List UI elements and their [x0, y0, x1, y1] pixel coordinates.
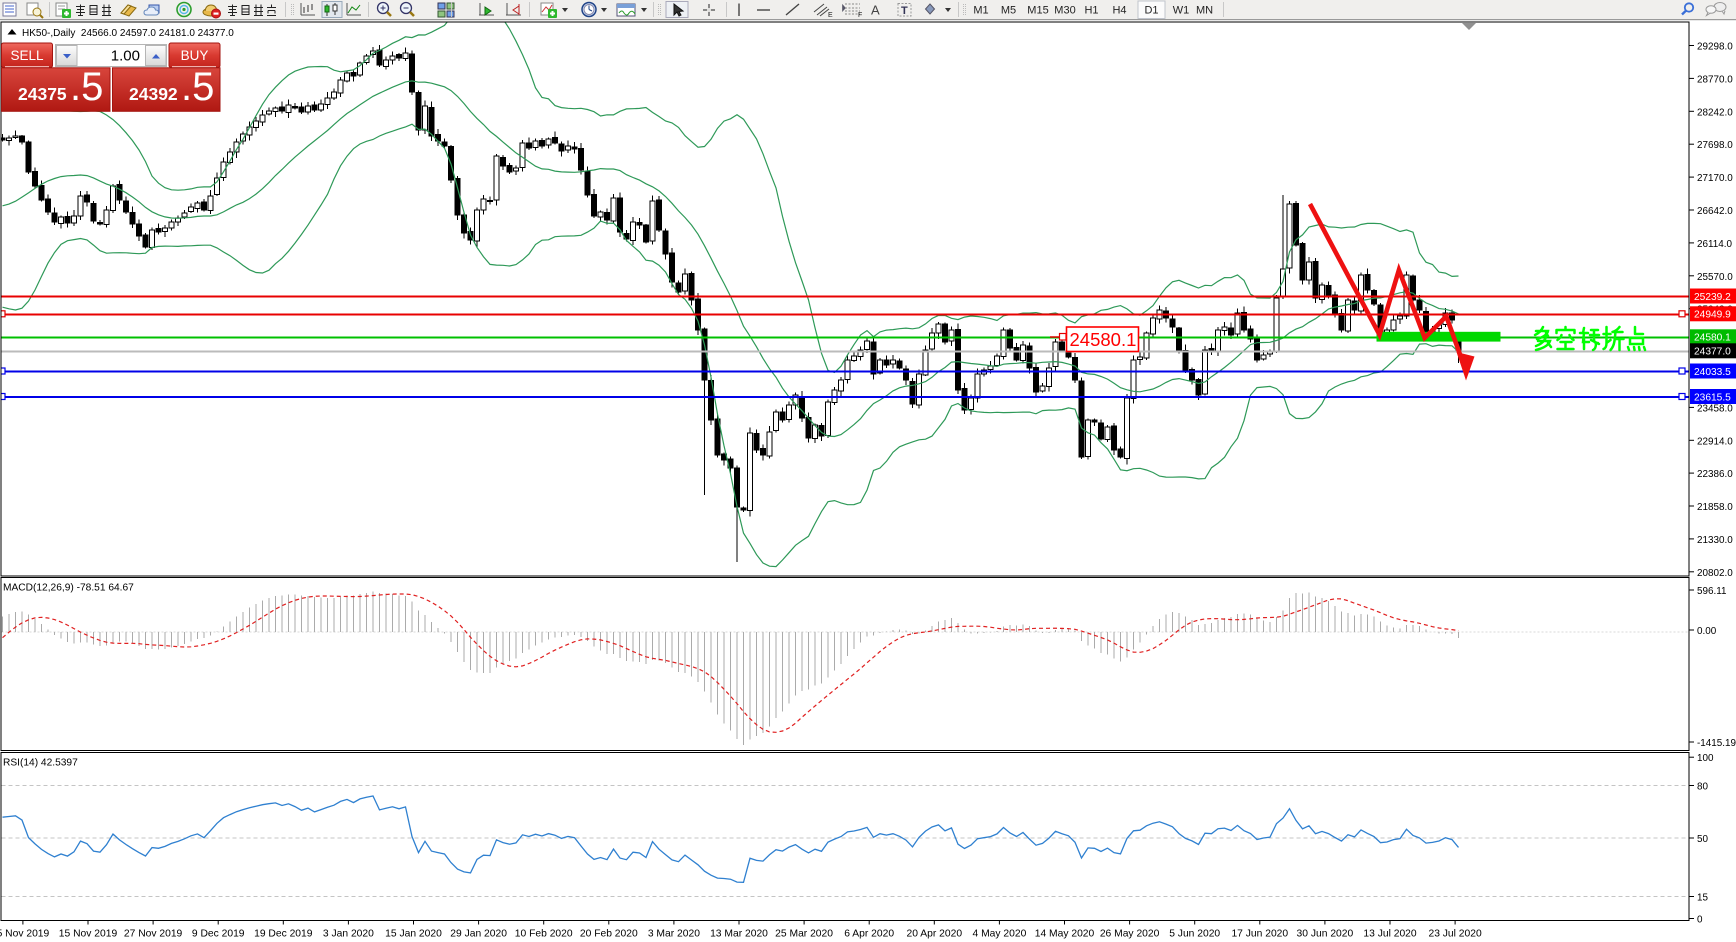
- svg-text:596.11: 596.11: [1697, 586, 1727, 597]
- svg-text:17 Jun 2020: 17 Jun 2020: [1231, 929, 1288, 940]
- svg-text:M15: M15: [1027, 5, 1048, 17]
- svg-text:HK50-,Daily 24566.0 24597.0 2: HK50-,Daily 24566.0 24597.0 24181.0 2437…: [22, 28, 234, 39]
- svg-text:.5: .5: [70, 65, 103, 109]
- svg-text:3 Mar 2020: 3 Mar 2020: [648, 929, 700, 940]
- svg-text:0: 0: [1697, 915, 1703, 926]
- svg-text:M5: M5: [1001, 5, 1016, 17]
- svg-text:MN: MN: [1196, 5, 1213, 17]
- svg-text:4 May 2020: 4 May 2020: [972, 929, 1026, 940]
- svg-text:RSI(14) 42.5397: RSI(14) 42.5397: [3, 758, 78, 769]
- svg-text:50: 50: [1697, 834, 1708, 845]
- svg-text:M30: M30: [1054, 5, 1075, 17]
- svg-text:15 Nov 2019: 15 Nov 2019: [59, 929, 118, 940]
- svg-text:W1: W1: [1173, 5, 1190, 17]
- svg-text:H4: H4: [1112, 5, 1126, 17]
- svg-text:26114.0: 26114.0: [1697, 239, 1732, 250]
- svg-text:13 Jul 2020: 13 Jul 2020: [1363, 929, 1417, 940]
- svg-text:19 Dec 2019: 19 Dec 2019: [254, 929, 313, 940]
- svg-text:M1: M1: [973, 5, 988, 17]
- svg-text:E: E: [828, 12, 833, 19]
- svg-text:MACD(12,26,9) -78.51 64.67: MACD(12,26,9) -78.51 64.67: [3, 583, 134, 594]
- svg-text:5 Nov 2019: 5 Nov 2019: [0, 929, 50, 940]
- svg-text:25239.2: 25239.2: [1694, 292, 1731, 303]
- svg-text:15: 15: [1697, 893, 1708, 904]
- svg-text:13 Mar 2020: 13 Mar 2020: [710, 929, 768, 940]
- svg-text:25570.0: 25570.0: [1697, 272, 1733, 283]
- svg-text:23 Jul 2020: 23 Jul 2020: [1428, 929, 1482, 940]
- svg-text:.5: .5: [181, 65, 214, 109]
- svg-text:25 Mar 2020: 25 Mar 2020: [775, 929, 833, 940]
- svg-text:BUY: BUY: [181, 48, 209, 63]
- svg-text:20 Feb 2020: 20 Feb 2020: [580, 929, 638, 940]
- svg-text:3 Jan 2020: 3 Jan 2020: [323, 929, 374, 940]
- svg-text:D1: D1: [1144, 5, 1158, 17]
- svg-text:29298.0: 29298.0: [1697, 42, 1733, 53]
- svg-text:H1: H1: [1084, 5, 1098, 17]
- svg-text:100: 100: [1697, 753, 1714, 764]
- svg-text:24033.5: 24033.5: [1694, 367, 1731, 378]
- svg-text:14 May 2020: 14 May 2020: [1035, 929, 1095, 940]
- svg-text:9 Dec 2019: 9 Dec 2019: [192, 929, 245, 940]
- svg-text:20 Apr 2020: 20 Apr 2020: [907, 929, 963, 940]
- svg-text:23615.5: 23615.5: [1694, 392, 1731, 403]
- svg-text:5 Jun 2020: 5 Jun 2020: [1169, 929, 1220, 940]
- svg-text:29 Jan 2020: 29 Jan 2020: [450, 929, 507, 940]
- svg-text:22914.0: 22914.0: [1697, 436, 1733, 447]
- svg-text:24375: 24375: [18, 84, 67, 104]
- svg-text:A: A: [871, 3, 880, 18]
- svg-text:6 Apr 2020: 6 Apr 2020: [844, 929, 894, 940]
- svg-text:22386.0: 22386.0: [1697, 469, 1733, 480]
- svg-text:21858.0: 21858.0: [1697, 502, 1733, 513]
- svg-text:15 Jan 2020: 15 Jan 2020: [385, 929, 442, 940]
- svg-text:23458.0: 23458.0: [1697, 403, 1733, 414]
- svg-text:T: T: [901, 5, 908, 17]
- svg-text:27698.0: 27698.0: [1697, 140, 1733, 151]
- svg-text:21330.0: 21330.0: [1697, 535, 1733, 546]
- svg-text:24580.1: 24580.1: [1070, 329, 1137, 350]
- svg-text:10 Feb 2020: 10 Feb 2020: [515, 929, 573, 940]
- svg-text:-1415.19: -1415.19: [1697, 738, 1736, 749]
- svg-text:F: F: [858, 12, 862, 19]
- svg-text:SELL: SELL: [10, 48, 44, 63]
- svg-text:80: 80: [1697, 782, 1708, 793]
- svg-text:30 Jun 2020: 30 Jun 2020: [1297, 929, 1354, 940]
- svg-text:0.00: 0.00: [1697, 626, 1717, 637]
- svg-text:24377.0: 24377.0: [1694, 347, 1731, 358]
- svg-text:27170.0: 27170.0: [1697, 173, 1733, 184]
- svg-text:28770.0: 28770.0: [1697, 74, 1733, 85]
- svg-text:28242.0: 28242.0: [1697, 107, 1733, 118]
- svg-text:27 Nov 2019: 27 Nov 2019: [124, 929, 183, 940]
- svg-text:24392: 24392: [129, 84, 178, 104]
- svg-text:26 May 2020: 26 May 2020: [1100, 929, 1160, 940]
- svg-text:20802.0: 20802.0: [1697, 568, 1733, 579]
- svg-text:1.00: 1.00: [111, 48, 140, 65]
- svg-text:26642.0: 26642.0: [1697, 206, 1733, 217]
- svg-text:24949.9: 24949.9: [1694, 310, 1731, 321]
- svg-text:24580.1: 24580.1: [1694, 333, 1731, 344]
